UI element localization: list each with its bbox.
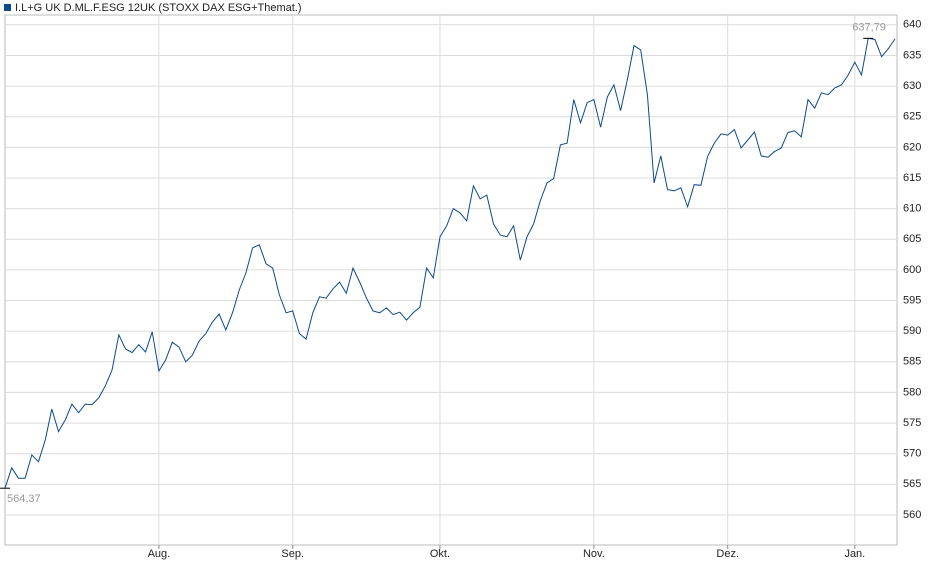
y-tick-label: 570 xyxy=(903,448,921,460)
legend-swatch xyxy=(4,4,11,11)
y-tick-label: 640 xyxy=(903,19,921,31)
y-tick-label: 610 xyxy=(903,203,921,215)
y-tick-label: 560 xyxy=(903,509,921,521)
plot-frame xyxy=(4,14,898,546)
y-tick-label: 600 xyxy=(903,264,921,276)
value-label: 564,37 xyxy=(7,493,41,505)
y-tick-label: 635 xyxy=(903,49,921,61)
y-tick-label: 630 xyxy=(903,80,921,92)
y-tick-label: 565 xyxy=(903,478,921,490)
y-tick-label: 585 xyxy=(903,356,921,368)
x-tick-label: Aug. xyxy=(148,548,171,560)
x-tick-label: Sep. xyxy=(281,548,304,560)
y-tick-label: 605 xyxy=(903,233,921,245)
x-tick-label: Okt. xyxy=(430,548,450,560)
y-tick-label: 590 xyxy=(903,325,921,337)
x-tick-label: Jan. xyxy=(844,548,865,560)
value-label: 637,79 xyxy=(852,21,886,33)
y-tick-label: 580 xyxy=(903,386,921,398)
x-tick-label: Nov. xyxy=(583,548,605,560)
y-tick-label: 620 xyxy=(903,141,921,153)
y-tick-label: 615 xyxy=(903,172,921,184)
line-series xyxy=(4,37,896,489)
legend-label: I.L+G UK D.ML.F.ESG 12UK (STOXX DAX ESG+… xyxy=(15,2,302,14)
y-tick-label: 595 xyxy=(903,294,921,306)
x-tick-label: Dez. xyxy=(716,548,739,560)
y-tick-label: 575 xyxy=(903,417,921,429)
y-tick-label: 625 xyxy=(903,111,921,123)
